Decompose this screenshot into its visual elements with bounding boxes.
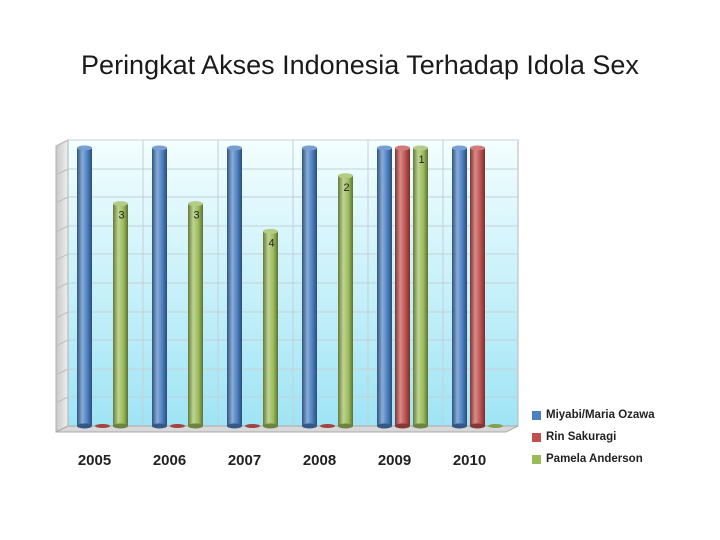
- bar-miyabi-maria-ozawa-2010: [452, 145, 467, 429]
- gridline-side: [55, 368, 69, 376]
- bar-pamela-anderson-2006: [188, 201, 203, 429]
- bar-pamela-anderson-2005: [113, 201, 128, 429]
- bar-miyabi-maria-ozawa-2006: [152, 145, 167, 429]
- bar-miyabi-maria-ozawa-2005: [77, 145, 92, 429]
- bar-miyabi-maria-ozawa-2007: [227, 145, 242, 429]
- legend: Miyabi/Maria Ozawa Rin Sakuragi Pamela And…: [532, 404, 692, 470]
- legend-swatch: [532, 454, 541, 464]
- bar-rin-sakuragi-2008: [320, 424, 335, 428]
- legend-label: Rin Sakuragi: [546, 431, 617, 443]
- x-tick-label-2005: 2005: [78, 452, 111, 469]
- gridline-side: [55, 396, 69, 404]
- x-tick-label-2008: 2008: [303, 452, 336, 469]
- data-label: 2: [343, 182, 349, 194]
- bar-miyabi-maria-ozawa-2008: [302, 145, 317, 429]
- gridline-side: [55, 311, 69, 319]
- legend-label: Pamela Anderson: [546, 453, 643, 465]
- x-tick-label-2010: 2010: [453, 452, 486, 469]
- legend-label: Miyabi/Maria Ozawa: [546, 409, 655, 421]
- bar-pamela-anderson-2010: [488, 424, 503, 428]
- legend-item: Miyabi/Maria Ozawa: [532, 404, 692, 426]
- bar-pamela-anderson-2008: [338, 173, 353, 429]
- legend-item: Pamela Anderson: [532, 448, 692, 470]
- bar-pamela-anderson-2007: [263, 228, 278, 429]
- bar-miyabi-maria-ozawa-2009: [377, 145, 392, 429]
- x-tick-label-2009: 2009: [378, 452, 411, 469]
- bar-rin-sakuragi-2007: [245, 424, 260, 428]
- gridline-side: [55, 196, 69, 204]
- data-label: 1: [418, 154, 424, 166]
- x-tick-label-2006: 2006: [153, 452, 186, 469]
- legend-swatch: [532, 410, 541, 420]
- bar-rin-sakuragi-2005: [95, 424, 110, 428]
- gridline-side: [55, 168, 69, 176]
- data-label: 3: [193, 210, 199, 222]
- gridline-side: [55, 339, 69, 347]
- bar-rin-sakuragi-2009: [395, 145, 410, 429]
- legend-item: Rin Sakuragi: [532, 426, 692, 448]
- gridline-side: [55, 282, 69, 290]
- legend-swatch: [532, 432, 541, 442]
- bar-pamela-anderson-2009: [413, 145, 428, 429]
- bar-rin-sakuragi-2010: [470, 145, 485, 429]
- chart-title: Peringkat Akses Indonesia Terhadap Idola…: [81, 50, 639, 80]
- gridline-side: [55, 225, 69, 233]
- x-tick-label-2007: 2007: [228, 452, 261, 469]
- data-label: 4: [268, 237, 274, 249]
- gridline-side: [55, 253, 69, 261]
- data-label: 3: [118, 210, 124, 222]
- gridline-side: [55, 139, 69, 147]
- bar-rin-sakuragi-2006: [170, 424, 185, 428]
